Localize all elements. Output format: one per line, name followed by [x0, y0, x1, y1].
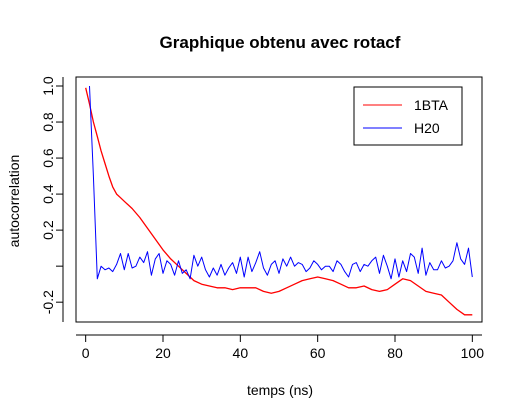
series-line-1bta — [85, 87, 473, 316]
x-tick-label: 0 — [82, 345, 90, 361]
x-axis-label: temps (ns) — [247, 382, 313, 398]
y-tick-label: 1.0 — [40, 76, 56, 96]
y-tick-label: 0.2 — [40, 220, 56, 240]
chart-title: Graphique obtenu avec rotacf — [160, 33, 401, 52]
x-tick-label: 20 — [155, 345, 171, 361]
legend: 1BTA H20 — [353, 86, 463, 146]
y-axis-label: autocorrelation — [6, 155, 22, 248]
y-tick-label: 0.8 — [40, 112, 56, 132]
legend-box — [353, 86, 463, 146]
legend-label-h20: H20 — [414, 120, 440, 136]
series-lines — [85, 85, 473, 316]
legend-label-1bta: 1BTA — [414, 97, 449, 113]
x-tick-label: 40 — [233, 345, 249, 361]
y-tick-label: -0.2 — [40, 290, 56, 314]
plot-frame — [75, 76, 483, 323]
y-ticks: -0.2 0.2 0.4 0.6 0.8 1.0 — [40, 76, 63, 314]
x-tick-label: 80 — [387, 345, 403, 361]
y-tick-label: 0.4 — [40, 184, 56, 204]
x-tick-label: 60 — [310, 345, 326, 361]
x-ticks: 0 20 40 60 80 100 — [82, 335, 484, 361]
series-line-h20 — [89, 85, 473, 280]
y-tick-label: 0.6 — [40, 148, 56, 168]
x-tick-label: 100 — [461, 345, 485, 361]
